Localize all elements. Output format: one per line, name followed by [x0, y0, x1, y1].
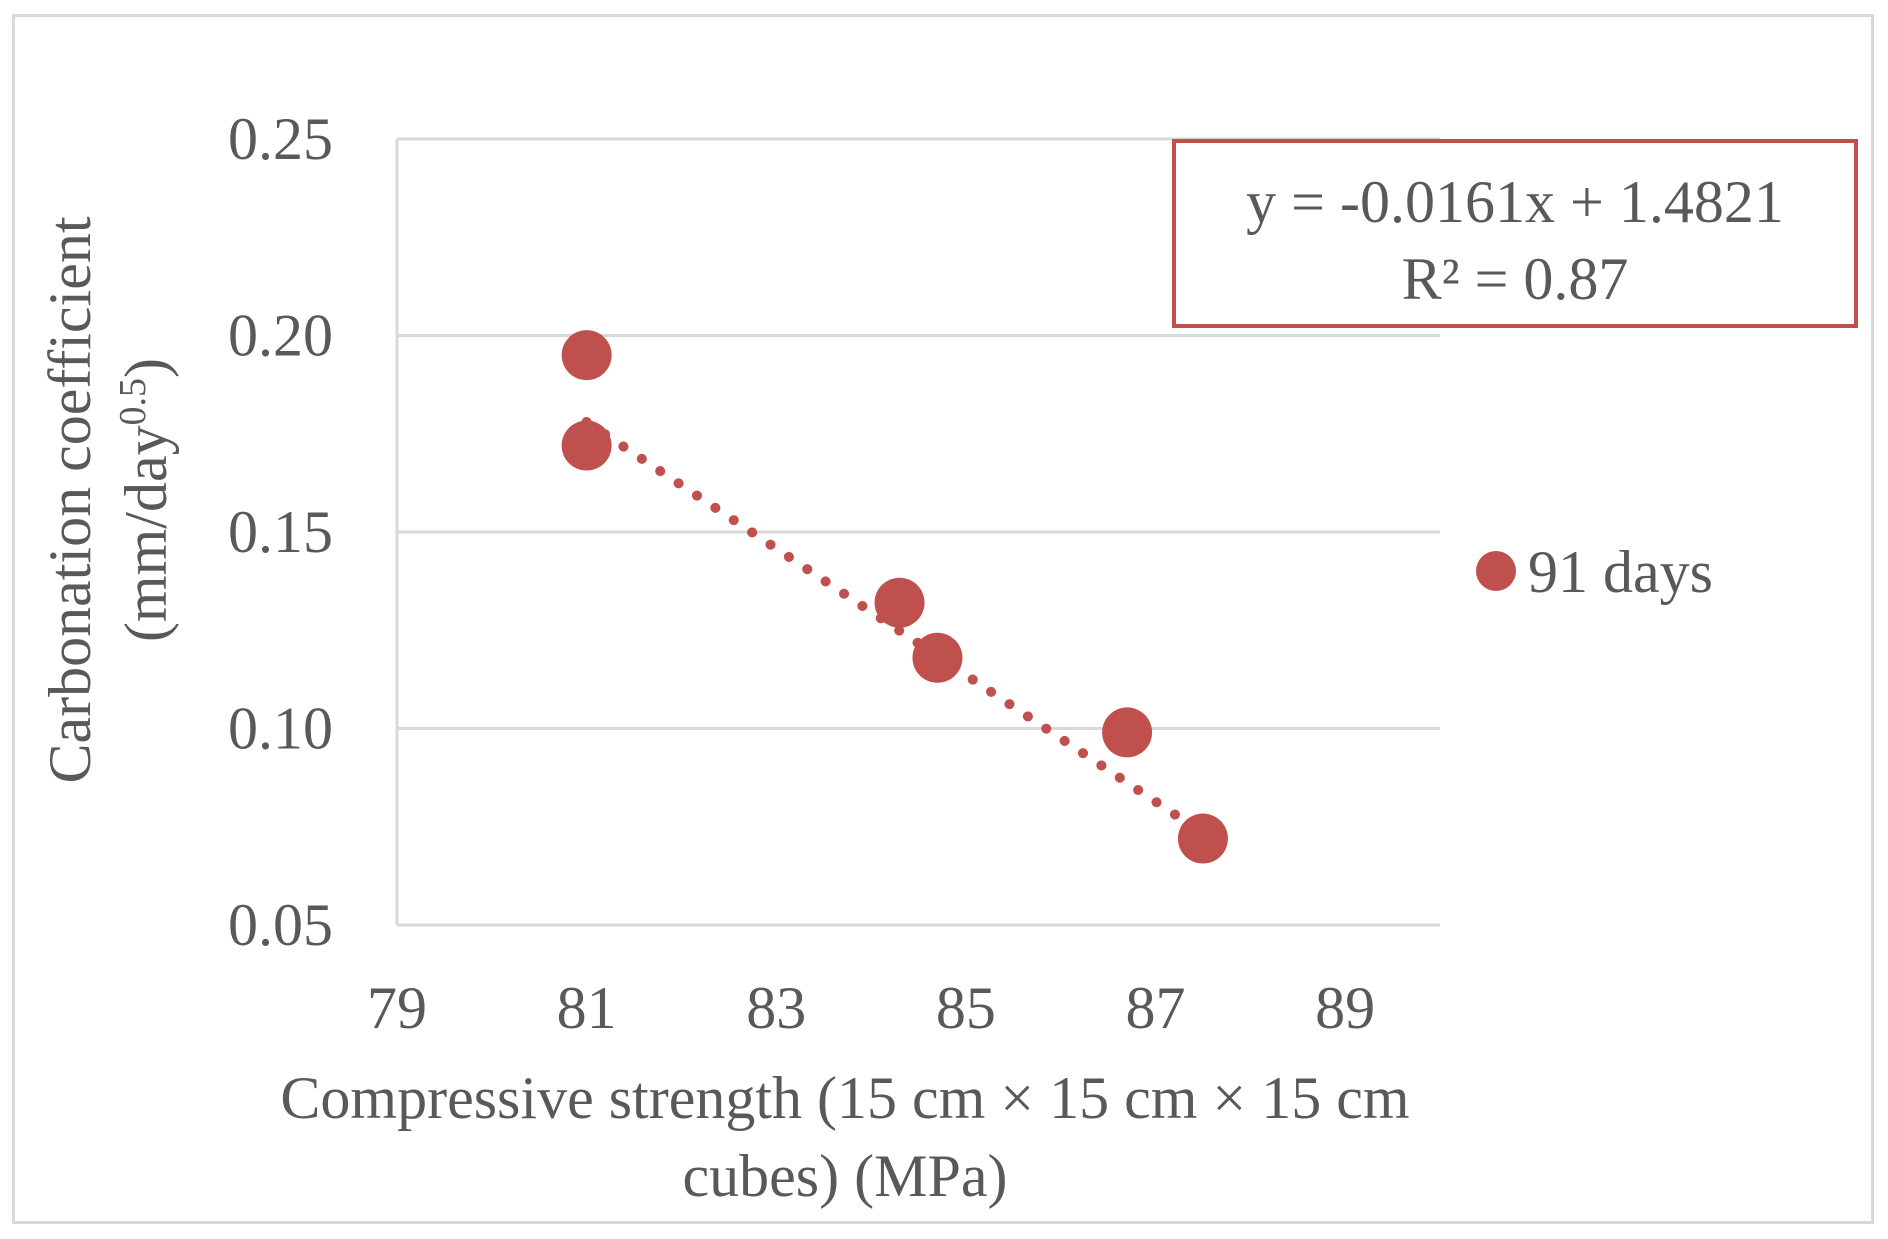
y-tick-labels: 0.05 0.10 0.15 0.20 0.25 — [228, 106, 333, 958]
x-tick-labels: 79 81 83 85 87 89 — [367, 975, 1375, 1041]
data-point — [912, 632, 963, 683]
y-tick-label: 0.25 — [228, 106, 333, 172]
y-axis-title-line2: (mm/day0.5) — [112, 358, 179, 642]
x-tick-label: 87 — [1126, 975, 1186, 1041]
y-axis-title-close: ) — [113, 358, 179, 378]
x-tick-label: 81 — [557, 975, 617, 1041]
data-point — [561, 330, 612, 381]
data-point — [1102, 707, 1153, 758]
trendline-r2: R² = 0.87 — [1402, 246, 1629, 312]
y-tick-label: 0.20 — [228, 303, 333, 369]
x-tick-label: 85 — [936, 975, 996, 1041]
y-axis-title: Carbonation coefficient (mm/day0.5) — [37, 216, 179, 783]
trendline-equation: y = -0.0161x + 1.4821 — [1246, 169, 1784, 235]
y-tick-label: 0.05 — [228, 892, 333, 958]
y-axis-title-line1: Carbonation coefficient — [37, 216, 103, 783]
data-point — [561, 420, 612, 471]
y-axis-title-unit: (mm/day — [113, 425, 179, 642]
trendline-line — [581, 416, 1208, 839]
data-point — [874, 577, 925, 628]
y-tick-label: 0.10 — [228, 696, 333, 762]
gridlines — [397, 137, 1440, 730]
y-tick-label: 0.15 — [228, 499, 333, 565]
axes — [395, 139, 1440, 927]
x-tick-label: 83 — [746, 975, 806, 1041]
y-axis-title-exponent: 0.5 — [112, 378, 154, 426]
x-axis-title-line2: cubes) (MPa) — [683, 1143, 1008, 1209]
data-points — [561, 330, 1228, 864]
x-axis-title-line1: Compressive strength (15 cm × 15 cm × 15… — [280, 1065, 1409, 1131]
data-point — [1177, 813, 1228, 864]
x-tick-label: 89 — [1315, 975, 1375, 1041]
legend-marker — [1476, 551, 1516, 591]
equation-box — [1172, 139, 1858, 328]
x-tick-label: 79 — [367, 975, 427, 1041]
legend-label: 91 days — [1528, 539, 1713, 605]
trendline — [581, 416, 1208, 839]
